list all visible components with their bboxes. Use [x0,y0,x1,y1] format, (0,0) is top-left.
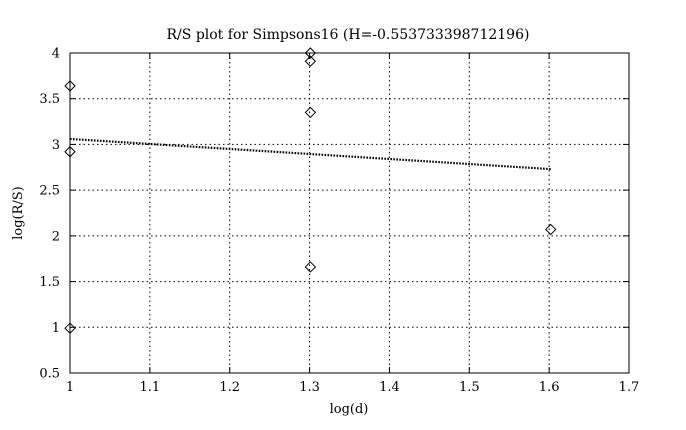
plot-frame [69,52,630,374]
data-point [64,80,76,92]
y-tick-label: 2.5 [39,184,60,199]
data-point [304,261,317,273]
data-point [64,322,76,334]
data-point [545,223,557,236]
grid-layer [70,53,629,373]
y-tick-label: 1.5 [39,275,60,290]
chart-title: R/S plot for Simpsons16 (H=-0.5537333987… [167,27,530,43]
tick-layer: 1 1.1 1.2 1.3 1.4 1.5 1.6 1.7 0.5 1 1.5 2 2.5 3 3.5 4 [39,47,639,396]
x-tick-label: 1.3 [299,380,320,395]
data-point [304,106,317,119]
fit-layer [69,137,551,171]
y-tick-label: 0.5 [39,367,60,382]
point-layer [64,47,557,334]
y-axis-label: log(R/S) [11,186,26,240]
x-tick-label: 1.2 [219,380,240,395]
data-point [304,55,317,67]
x-tick-label: 1.6 [539,380,560,395]
x-tick-label: 1.5 [459,380,480,395]
y-tick-label: 3 [52,138,60,153]
x-tick-label: 1.7 [619,380,640,395]
x-tick-label: 1 [66,380,74,395]
x-tick-label: 1.4 [379,380,400,395]
x-tick-label: 1.1 [140,380,161,395]
y-tick-label: 2 [52,229,60,244]
y-tick-label: 1 [52,321,60,336]
fit-line [69,137,551,171]
x-axis-label: log(d) [330,402,369,417]
y-tick-label: 3.5 [39,92,60,107]
data-point [304,47,317,59]
data-point [64,146,76,158]
y-tick-label: 4 [52,47,60,62]
